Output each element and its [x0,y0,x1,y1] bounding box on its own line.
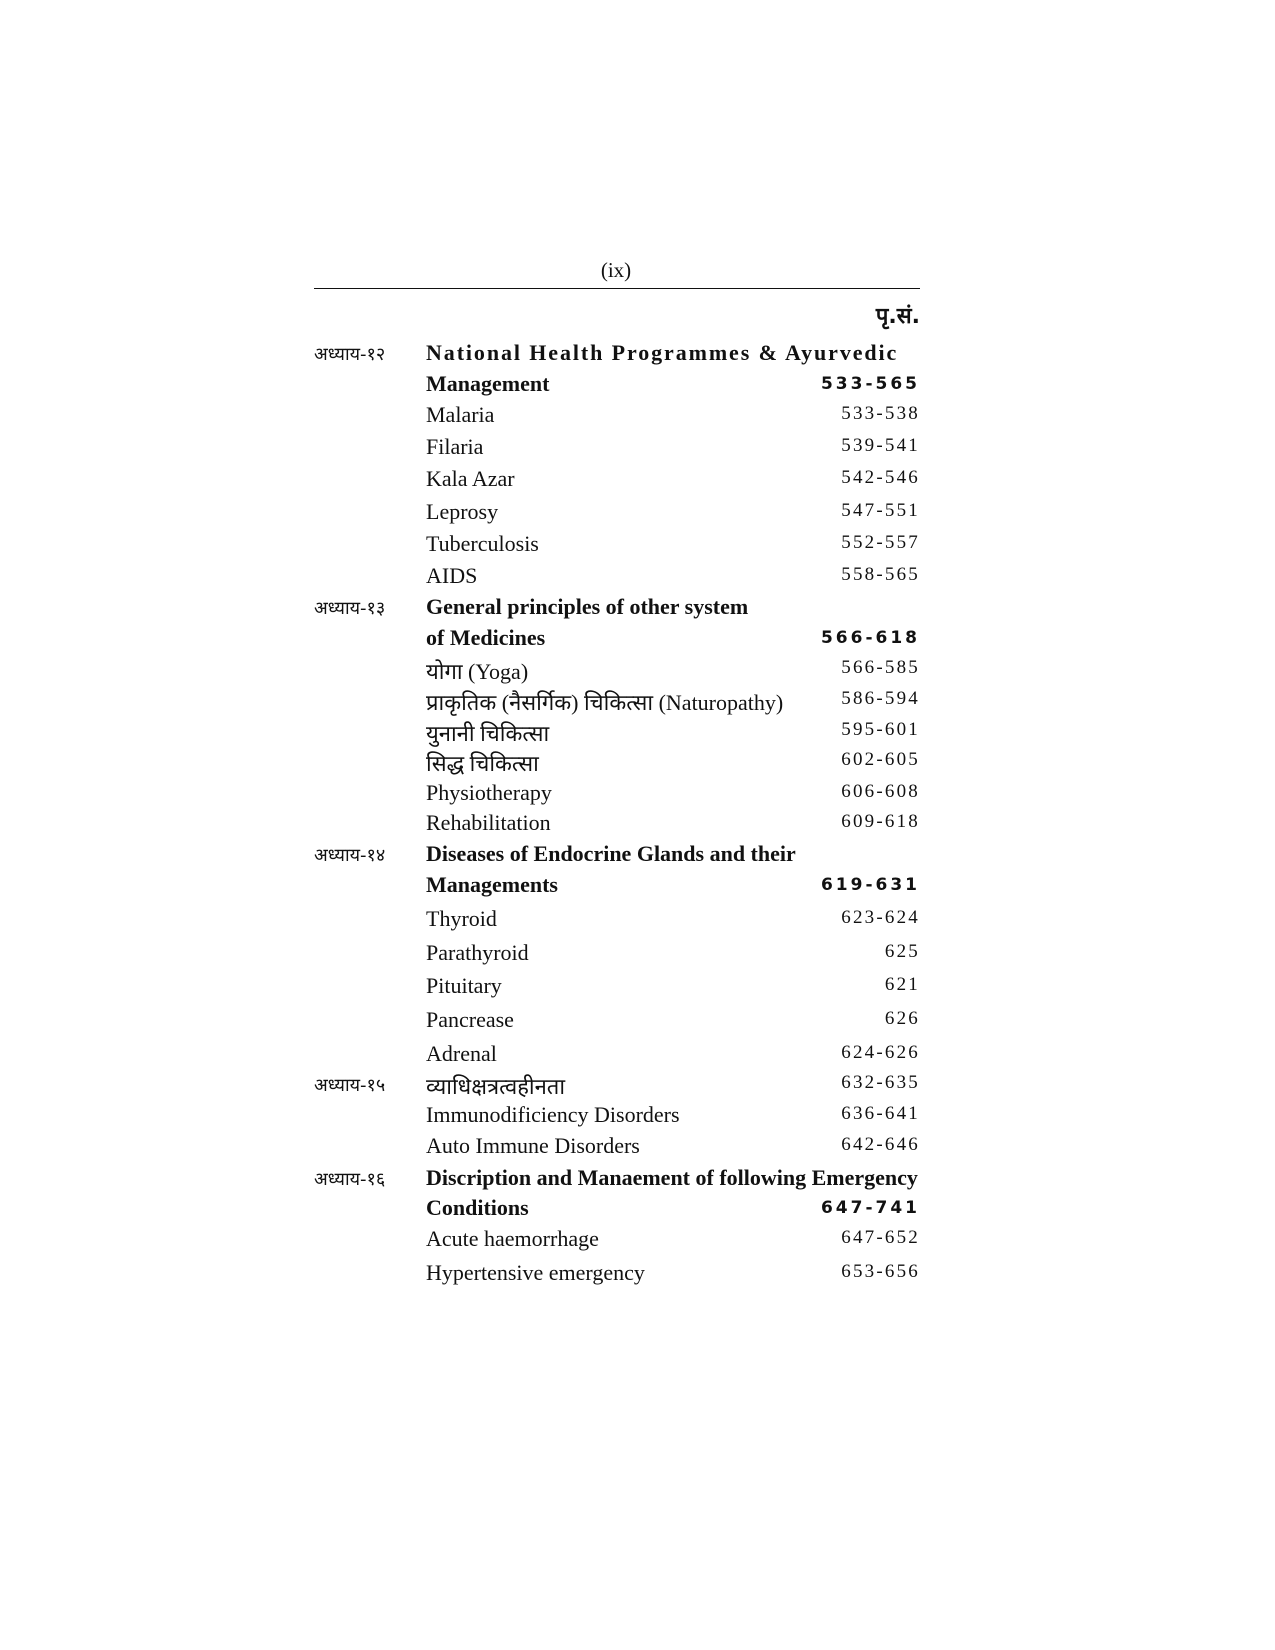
entry-title: योगा (Yoga) [426,659,529,684]
entry-title: of Medicines [426,625,546,650]
toc-entry: Adrenal 624-626 [314,1041,920,1071]
entry-title: Acute haemorrhage [426,1226,599,1251]
entry-pages: 647-741 [820,1198,920,1218]
chapter-label: अध्याय-१६ [314,1169,386,1190]
entry-pages: 626 [884,1008,920,1029]
toc-entry: Management 533-565 [314,371,920,401]
entry-title: प्राकृतिक (नैसर्गिक) चिकित्सा (Naturopat… [426,690,784,715]
entry-pages: 533-565 [820,374,920,394]
entry-title: Pancrease [426,1007,514,1032]
entry-title: Tuberculosis [426,531,539,556]
toc-entry: Auto Immune Disorders 642-646 [314,1133,920,1163]
entry-pages: 642-646 [841,1134,920,1155]
toc-entry: युनानी चिकित्सा 595-601 [314,718,920,748]
toc-entry: सिद्ध चिकित्सा 602-605 [314,748,920,778]
entry-title: National Health Programmes & Ayurvedic [426,340,899,365]
toc-entry: Managements 619-631 [314,872,920,902]
entry-pages: 621 [884,974,920,995]
entry-pages: 609-618 [841,811,920,832]
toc-entry: Acute haemorrhage 647-652 [314,1226,920,1256]
entry-title: Adrenal [426,1041,497,1066]
entry-pages: 558-565 [841,564,920,585]
entry-title: Hypertensive emergency [426,1260,645,1285]
toc-entry: Filaria 539-541 [314,434,920,464]
entry-pages: 602-605 [841,749,920,770]
toc-entry: अध्याय-१३ General principles of other sys… [314,594,920,624]
toc-entry: योगा (Yoga) 566-585 [314,656,920,686]
toc-entry: अध्याय-१५ व्याधिक्षत्रत्वहीनता 632-635 [314,1071,920,1101]
toc-entry: AIDS 558-565 [314,563,920,593]
entry-title: Filaria [426,434,484,459]
page-number: (ix) [600,258,632,282]
entry-pages: 623-624 [841,907,920,928]
entry-title: Leprosy [426,499,499,524]
entry-title: Discription and Manaement of following E… [426,1165,918,1190]
toc-entry: Malaria 533-538 [314,402,920,432]
toc-entry: Hypertensive emergency 653-656 [314,1260,920,1290]
entry-title: Malaria [426,402,495,427]
toc-entry: Pancrease 626 [314,1007,920,1037]
chapter-label: अध्याय-१५ [314,1075,386,1096]
entry-title: Thyroid [426,906,497,931]
toc-entry: Leprosy 547-551 [314,499,920,529]
entry-title: Management [426,371,550,396]
toc-entry: अध्याय-१४ Diseases of Endocrine Glands an… [314,841,920,871]
header-rule [314,288,920,289]
entry-pages: 636-641 [841,1103,920,1124]
entry-pages: 595-601 [841,719,920,740]
entry-title: Rehabilitation [426,810,551,835]
toc-entry: Parathyroid 625 [314,940,920,970]
entry-pages: 647-652 [841,1227,920,1248]
toc-entry: Rehabilitation 609-618 [314,810,920,840]
entry-title: Auto Immune Disorders [426,1133,640,1158]
toc-entry: अध्याय-१२ National Health Programmes & Ay… [314,340,920,370]
page-column-heading: पृ.सं. [875,304,920,329]
toc-entry: Tuberculosis 552-557 [314,531,920,561]
entry-pages: 542-546 [841,467,920,488]
entry-pages: 552-557 [841,532,920,553]
entry-title: व्याधिक्षत्रत्वहीनता [426,1074,566,1099]
entry-pages: 539-541 [841,435,920,456]
entry-title: Parathyroid [426,940,529,965]
entry-title: AIDS [426,563,478,588]
toc-entry: Immunodificiency Disorders 636-641 [314,1102,920,1132]
entry-pages: 586-594 [841,688,920,709]
toc-entry: of Medicines 566-618 [314,625,920,655]
entry-title: Diseases of Endocrine Glands and their [426,841,796,866]
entry-title: General principles of other system [426,594,749,619]
entry-title: Kala Azar [426,466,515,491]
entry-pages: 653-656 [841,1261,920,1282]
entry-pages: 566-618 [820,628,920,648]
entry-pages: 624-626 [841,1042,920,1063]
toc-entry: अध्याय-१६ Discription and Manaement of fo… [314,1165,920,1195]
entry-pages: 547-551 [841,500,920,521]
entry-pages: 566-585 [841,657,920,678]
toc-entry: Thyroid 623-624 [314,906,920,936]
entry-pages: 632-635 [841,1072,920,1093]
entry-title: Immunodificiency Disorders [426,1102,680,1127]
entry-title: Conditions [426,1195,529,1220]
entry-pages: 606-608 [841,781,920,802]
entry-title: Managements [426,872,558,897]
entry-pages: 625 [884,941,920,962]
chapter-label: अध्याय-१३ [314,598,386,619]
toc-entry: प्राकृतिक (नैसर्गिक) चिकित्सा (Naturopat… [314,687,920,717]
toc-entry: Pituitary 621 [314,973,920,1003]
toc-entry: Conditions 647-741 [314,1195,920,1225]
entry-title: सिद्ध चिकित्सा [426,751,539,776]
entry-title: Physiotherapy [426,780,552,805]
chapter-label: अध्याय-१२ [314,344,386,365]
toc-entry: Physiotherapy 606-608 [314,780,920,810]
entry-pages: 533-538 [841,403,920,424]
toc-entry: Kala Azar 542-546 [314,466,920,496]
chapter-label: अध्याय-१४ [314,845,386,866]
entry-pages: 619-631 [820,875,920,895]
entry-title: Pituitary [426,973,502,998]
entry-title: युनानी चिकित्सा [426,721,550,746]
